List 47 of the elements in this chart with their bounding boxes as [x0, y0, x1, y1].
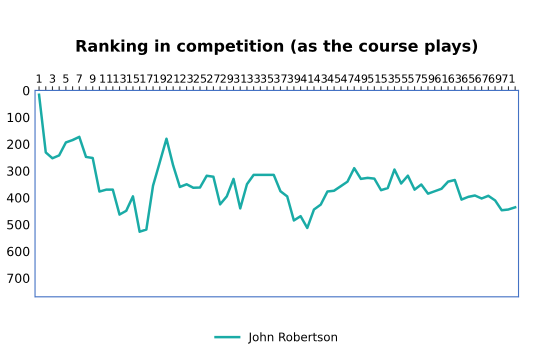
x-tick-label: 67 — [475, 74, 488, 83]
x-tick-label: 47 — [340, 74, 354, 83]
x-tick-label: 29 — [220, 74, 234, 83]
x-tick-label: 25 — [194, 74, 206, 83]
x-tick-label: 5 — [63, 74, 68, 83]
x-tick-label: 9 — [90, 74, 96, 83]
legend-label: John Robertson — [248, 332, 338, 344]
y-tick-label: 700 — [7, 274, 30, 284]
x-tick-label: 15 — [127, 74, 140, 83]
x-tick-label: 59 — [422, 74, 434, 83]
x-tick-label: 7 — [76, 74, 82, 83]
x-tick-label: 11 — [100, 74, 112, 83]
y-tick-label: 600 — [7, 246, 30, 256]
x-tick-label: 3 — [50, 74, 56, 83]
y-tick-label: 400 — [6, 193, 30, 203]
x-tick-label: 27 — [207, 74, 220, 83]
x-tick-label: 23 — [180, 74, 193, 83]
x-tick-label: 55 — [394, 74, 408, 83]
x-tick-label: 31 — [234, 74, 246, 83]
x-tick-label: 63 — [448, 74, 461, 83]
x-tick-label: 39 — [288, 74, 300, 83]
y-tick-label: 500 — [7, 220, 30, 230]
line-series — [38, 94, 516, 233]
x-tick-label: 37 — [274, 74, 287, 83]
x-tick-label: 71 — [502, 74, 515, 83]
x-tick-label: 51 — [368, 74, 380, 83]
x-tick-label: 19 — [154, 74, 166, 83]
y-tick-label: 0 — [23, 86, 30, 96]
x-tick-label: 61 — [435, 74, 448, 83]
x-tick-label: 57 — [408, 74, 421, 83]
x-tick-label: 69 — [488, 74, 502, 83]
x-tick-label: 65 — [462, 74, 474, 83]
x-tick-label: 1 — [36, 74, 42, 83]
y-tick-label: 300 — [7, 166, 30, 176]
x-tick-label: 13 — [114, 74, 126, 83]
x-tick-label: 53 — [382, 74, 394, 83]
x-tick-label: 33 — [247, 74, 260, 83]
x-tick-label: 41 — [300, 74, 314, 83]
x-tick-label: 43 — [314, 74, 327, 83]
y-tick-label: 200 — [7, 140, 30, 150]
x-tick-label: 21 — [166, 74, 180, 83]
x-tick-label: 17 — [140, 74, 152, 83]
x-tick-label: 49 — [354, 74, 368, 83]
y-tick-label: 100 — [8, 112, 30, 122]
x-tick-label: 45 — [328, 74, 340, 83]
chart-title: Ranking in competition (as the course plays) — [76, 39, 478, 56]
x-tick-label: 35 — [260, 74, 274, 83]
